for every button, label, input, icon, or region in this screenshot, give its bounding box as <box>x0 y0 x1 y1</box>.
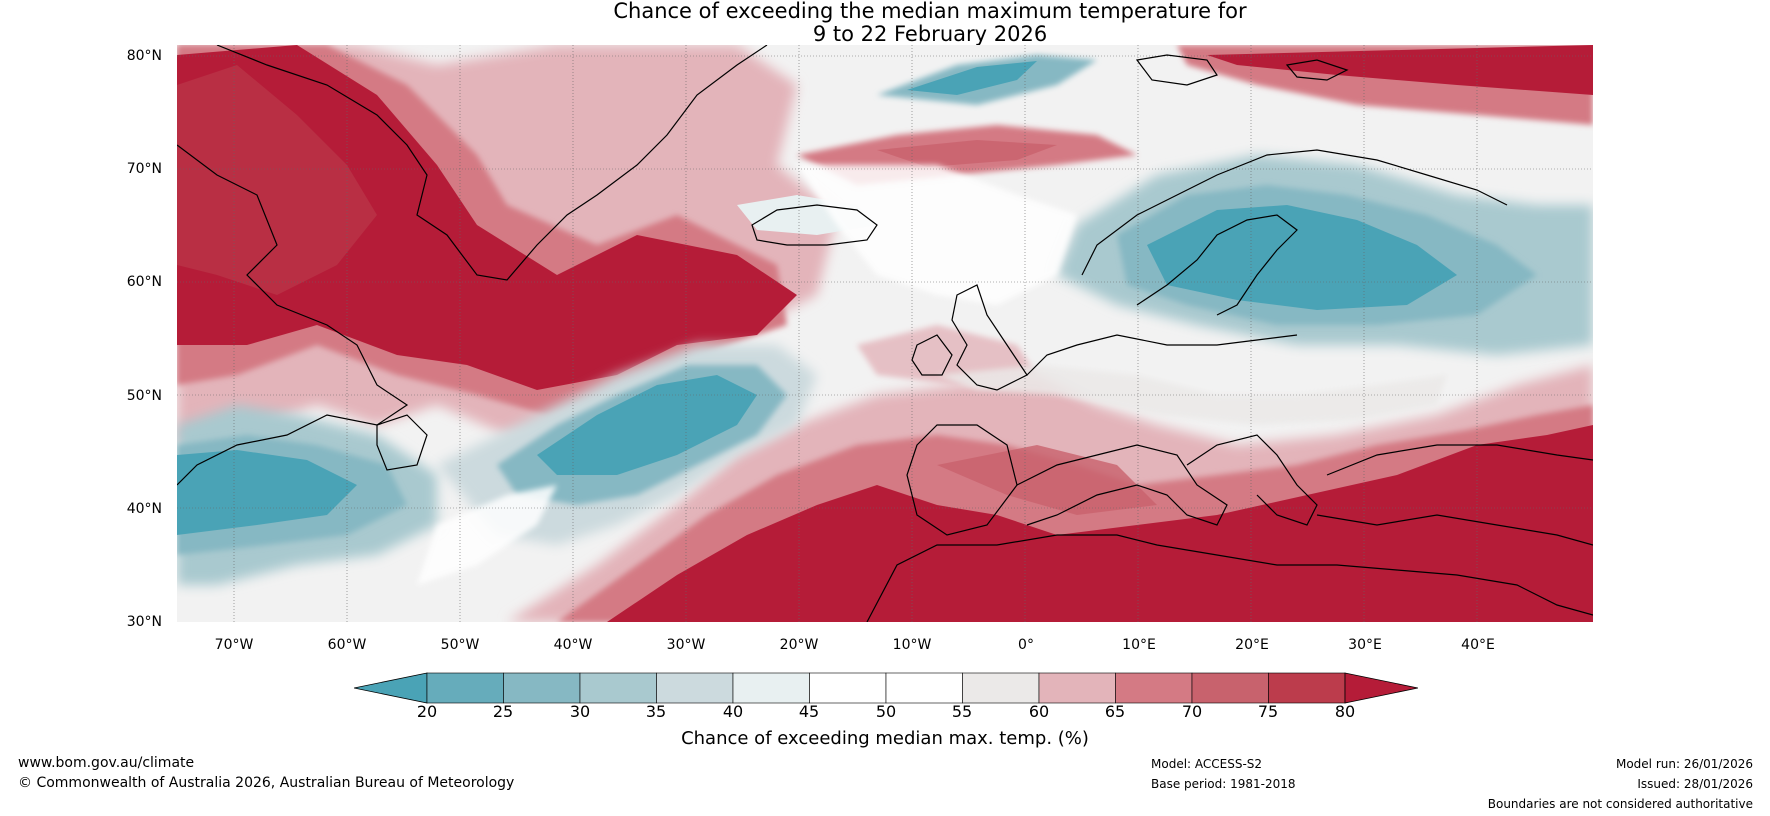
lon-label-30e: 30°E <box>1348 637 1382 653</box>
lat-label-30n: 30°N <box>126 614 162 630</box>
colorbar-tick: 55 <box>951 702 973 721</box>
colorbar-segment <box>579 672 657 704</box>
lat-label-70n: 70°N <box>126 161 162 177</box>
lon-label-30w: 30°W <box>666 637 706 653</box>
map-canvas <box>177 45 1593 622</box>
warm-anomaly-regions <box>177 45 1593 622</box>
colorbar-segment <box>656 672 734 704</box>
colorbar-extend-low <box>354 672 428 704</box>
colorbar-segment <box>885 672 963 704</box>
colorbar-segment <box>503 672 581 704</box>
colorbar-segment <box>732 672 810 704</box>
lon-label-10w: 10°W <box>892 637 932 653</box>
colorbar-segment <box>1115 672 1193 704</box>
colorbar-segment <box>962 672 1040 704</box>
colorbar-extend-high <box>1344 672 1418 704</box>
colorbar-tick: 35 <box>645 702 667 721</box>
colorbar-segment <box>426 672 504 704</box>
footer-base-period: Base period: 1981-2018 <box>1151 777 1296 791</box>
colorbar-segment <box>1038 672 1116 704</box>
colorbar-tick: 40 <box>722 702 744 721</box>
lat-label-50n: 50°N <box>126 388 162 404</box>
colorbar-tick: 30 <box>569 702 591 721</box>
lon-label-10e: 10°E <box>1122 637 1156 653</box>
footer-issued: Issued: 28/01/2026 <box>1637 777 1753 791</box>
footer-model: Model: ACCESS-S2 <box>1151 757 1263 771</box>
lat-label-60n: 60°N <box>126 274 162 290</box>
colorbar-tick: 65 <box>1104 702 1126 721</box>
map-title-line-1: Chance of exceeding the median maximum t… <box>613 0 1247 23</box>
colorbar-tick: 75 <box>1257 702 1279 721</box>
map-title-line-2: 9 to 22 February 2026 <box>812 22 1048 46</box>
footer-boundaries-note: Boundaries are not considered authoritat… <box>1487 797 1753 811</box>
lon-label-40e: 40°E <box>1461 637 1495 653</box>
colorbar-segment <box>809 672 887 704</box>
cool-anomaly-regions <box>177 55 1593 585</box>
lon-label-60w: 60°W <box>327 637 367 653</box>
lon-label-20e: 20°E <box>1235 637 1269 653</box>
lat-label-80n: 80°N <box>126 48 162 64</box>
colorbar-tick: 50 <box>875 702 897 721</box>
colorbar-tick: 60 <box>1028 702 1050 721</box>
colorbar-tick: 45 <box>798 702 820 721</box>
colorbar-tick: 70 <box>1181 702 1203 721</box>
colorbar-label-text: Chance of exceeding median max. temp. (%… <box>681 728 1089 749</box>
probability-map <box>177 45 1593 622</box>
lat-label-40n: 40°N <box>126 501 162 517</box>
colorbar-tick: 25 <box>492 702 514 721</box>
footer-copyright: © Commonwealth of Australia 2026, Austra… <box>18 775 515 791</box>
footer-url: www.bom.gov.au/climate <box>18 755 195 771</box>
lon-label-0: 0° <box>1018 637 1034 653</box>
graticule <box>177 45 1593 622</box>
lon-label-70w: 70°W <box>214 637 254 653</box>
coastlines <box>177 45 1593 622</box>
lon-label-50w: 50°W <box>440 637 480 653</box>
colorbar-label: Chance of exceeding median max. temp. (%… <box>0 729 1770 749</box>
colorbar <box>354 672 1418 704</box>
colorbar-segment <box>1268 672 1346 704</box>
colorbar-tick: 20 <box>416 702 438 721</box>
colorbar-tick: 80 <box>1334 702 1356 721</box>
colorbar-segment <box>1191 672 1269 704</box>
lon-label-40w: 40°W <box>553 637 593 653</box>
lon-label-20w: 20°W <box>779 637 819 653</box>
footer-model-run: Model run: 26/01/2026 <box>1615 757 1753 771</box>
